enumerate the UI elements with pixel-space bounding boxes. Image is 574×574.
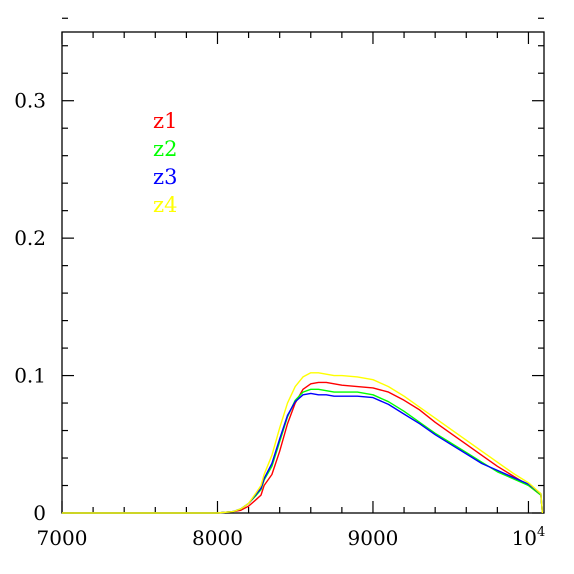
x-tick-label: 8000 — [192, 526, 243, 550]
series-line-z1 — [62, 381, 544, 514]
series-line-z4 — [62, 372, 544, 514]
axis-tick-labels: 7000 8000 9000 104 0 0.1 0.2 0.3 — [14, 89, 545, 550]
y-tick-label: 0.1 — [14, 364, 46, 388]
legend-label-z2: z2 — [153, 137, 177, 161]
series-line-z3 — [62, 392, 544, 514]
series-line-z2 — [62, 388, 544, 514]
legend-label-z3: z3 — [153, 165, 177, 189]
axis-ticks — [61, 17, 544, 514]
legend: z1 z2 z3 z4 — [153, 109, 177, 217]
legend-label-z1: z1 — [153, 109, 177, 133]
plot-frame — [61, 31, 545, 514]
x-tick-label: 7000 — [37, 526, 88, 550]
x-tick-label: 9000 — [348, 526, 399, 550]
legend-label-z4: z4 — [153, 193, 177, 217]
y-tick-label: 0.2 — [14, 226, 46, 250]
series-lines — [62, 372, 544, 514]
y-tick-label: 0.3 — [14, 89, 46, 113]
y-tick-label: 0 — [33, 501, 46, 525]
x-tick-label: 104 — [512, 525, 546, 550]
